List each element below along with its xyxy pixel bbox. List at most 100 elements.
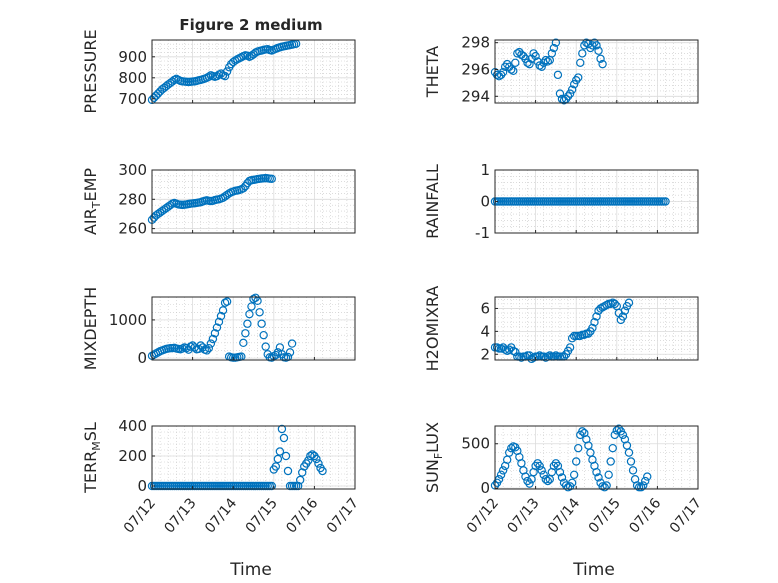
data-point [204,343,214,353]
data-point [636,483,646,492]
data-point [283,466,293,476]
data-point [257,319,266,328]
data-point [592,41,601,50]
data-point [222,297,232,306]
data-point [590,38,599,47]
data-point [612,426,622,435]
y-tick-label: 260 [118,220,147,238]
data-point [241,329,250,338]
data-point [521,54,530,63]
data-point [222,67,232,76]
data-point [547,49,557,58]
data-point [569,470,579,480]
data-point [578,427,587,436]
data-point [551,459,561,468]
data-point [220,71,230,81]
data-point [208,334,218,344]
data-point [318,466,327,476]
y-axis-label: TERRMSL [81,422,103,494]
data-point [271,350,281,360]
data-point [620,306,630,315]
data-point [261,342,270,351]
data-point [190,343,199,352]
data-point [245,309,254,319]
y-tick-label: 294 [461,87,490,105]
data-point [626,457,636,466]
data-point [594,473,603,482]
y-tick-label: 800 [118,69,147,87]
y-axis-label: RAINFALL [423,164,442,239]
y-axis-label: AIRTEMP [81,168,103,235]
data-point [537,62,546,72]
data-point [210,329,220,338]
y-tick-label: 900 [118,48,147,66]
data-point [618,430,628,440]
data-point [614,424,624,433]
axes-box [494,39,699,104]
data-point [551,38,561,47]
data-point [218,306,228,315]
data-point [578,49,587,58]
data-point [588,323,597,333]
data-point [255,308,264,317]
axes-box [151,296,356,361]
data-point [498,466,508,475]
data-point [553,70,563,80]
subplot-mixdepth: 0 1000 MIXDEPTH [81,287,356,370]
data-point [275,447,285,456]
data-point [507,65,516,74]
data-point [628,466,638,475]
y-axis-label: MIXDEPTH [81,287,100,370]
y-axis-label: PRESSURE [81,29,100,113]
data-point [537,466,546,475]
data-point [661,197,670,206]
data-point [271,462,281,471]
data-point [533,57,542,66]
data-point [572,76,581,85]
data-point [243,319,252,328]
data-point [574,73,583,82]
y-tick-label: 298 [461,34,490,52]
data-point [567,85,577,94]
data-point [314,459,323,468]
data-point [610,299,619,309]
axes-box [494,296,699,361]
data-point [572,457,581,466]
data-point [592,467,601,477]
y-tick-label: 0 [480,193,490,211]
y-tick-label: 280 [118,190,147,208]
data-point [525,479,534,488]
y-tick-label: 296 [461,60,490,78]
y-axis-label: THETA [423,46,442,98]
axes-box [151,169,356,234]
data-point [505,448,514,457]
y-axis-label-subscript: T [90,201,103,209]
data-point [267,481,276,491]
data-point [519,51,528,61]
data-point [584,329,593,338]
data-point [598,59,607,69]
plot-area [152,426,355,489]
y-tick-label: 0 [137,349,147,367]
y-tick-label: 1 [480,161,490,179]
data-point [608,443,617,453]
y-tick-label: 500 [461,435,490,453]
data-point [502,59,512,69]
y-axis-label-part: SL [81,422,100,441]
data-point [531,461,540,471]
y-axis-label-part: EMP [81,168,100,202]
data-point [166,200,175,210]
plot-area [495,426,698,489]
data-point [606,457,615,466]
y-tick-label: 700 [118,90,147,108]
data-point [498,67,508,77]
subplot-h2omixra: 2 4 6 H2OMIXRA [423,286,699,371]
data-point [212,71,222,81]
data-point [535,461,544,471]
data-point [304,456,313,465]
data-point [312,454,321,464]
subplot-pressure: 700 800 900 PRESSURE [81,29,356,114]
data-point [574,443,583,453]
y-axis-label: SUNFLUX [423,422,445,493]
